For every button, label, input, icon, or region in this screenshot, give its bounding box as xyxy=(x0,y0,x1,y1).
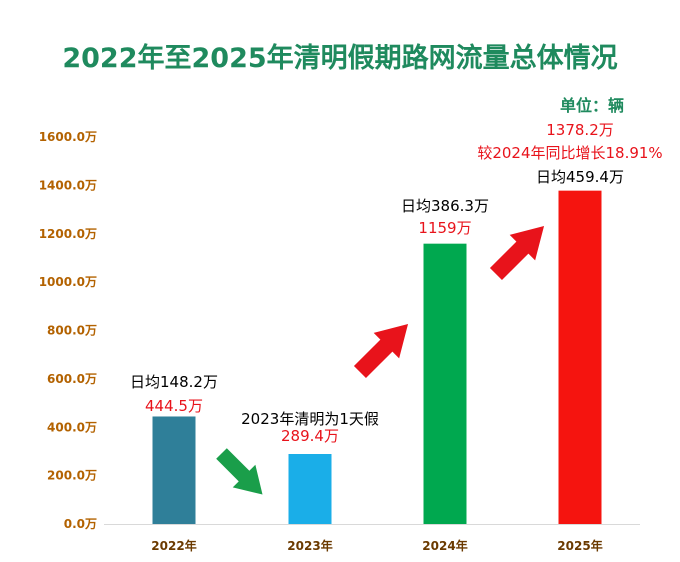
arrow-icon xyxy=(216,448,263,495)
x-tick-label: 2024年 xyxy=(422,538,467,553)
bar-value-label: 1378.2万 xyxy=(546,121,614,139)
bar xyxy=(152,416,196,524)
y-tick-label: 800.0万 xyxy=(47,324,97,338)
y-tick-label: 200.0万 xyxy=(47,469,97,483)
bar xyxy=(558,190,602,524)
bar-value-label: 1159万 xyxy=(418,219,471,237)
bar xyxy=(288,454,332,524)
annotation-text: 较2024年同比增长18.91% xyxy=(477,144,662,162)
arrow-icon xyxy=(489,225,545,281)
y-tick-label: 1400.0万 xyxy=(39,178,97,192)
y-tick-label: 1200.0万 xyxy=(39,227,97,241)
annotation-text: 日均386.3万 xyxy=(401,197,489,215)
arrows xyxy=(216,225,545,495)
y-tick-label: 1600.0万 xyxy=(39,130,97,144)
bars xyxy=(152,190,602,524)
y-tick-label: 400.0万 xyxy=(47,420,97,434)
y-tick-label: 0.0万 xyxy=(64,517,97,531)
bar-value-label: 289.4万 xyxy=(281,427,339,445)
annotation-text: 日均148.2万 xyxy=(130,373,218,391)
x-tick-label: 2023年 xyxy=(287,538,332,553)
arrow-icon xyxy=(353,323,409,379)
annotation-text: 2023年清明为1天假 xyxy=(241,410,379,428)
bar-value-label: 444.5万 xyxy=(145,397,203,415)
x-tick-label: 2022年 xyxy=(151,538,196,553)
y-tick-label: 600.0万 xyxy=(47,372,97,386)
annotation-text: 日均459.4万 xyxy=(536,168,624,186)
y-tick-label: 1000.0万 xyxy=(39,275,97,289)
unit-label: 单位：辆 xyxy=(560,96,625,115)
y-axis: 0.0万 200.0万 400.0万 600.0万 800.0万 1000.0万 1200.… xyxy=(39,130,640,531)
bar xyxy=(423,243,467,524)
chart-title: 2022年至2025年清明假期路网流量总体情况 xyxy=(62,43,618,74)
x-axis: 2022年 2023年 2024年 2025年 xyxy=(151,538,602,553)
x-tick-label: 2025年 xyxy=(557,538,602,553)
